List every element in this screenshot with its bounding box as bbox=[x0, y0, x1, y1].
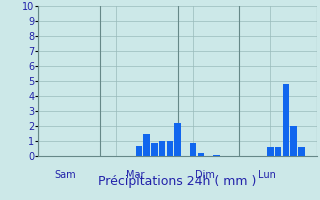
Bar bbox=[267, 147, 274, 156]
Bar bbox=[136, 146, 142, 156]
Bar bbox=[283, 84, 289, 156]
Bar bbox=[151, 142, 158, 156]
Bar bbox=[159, 141, 165, 156]
Bar bbox=[190, 142, 196, 156]
Bar bbox=[197, 153, 204, 156]
Text: Lun: Lun bbox=[258, 170, 276, 180]
Text: Sam: Sam bbox=[55, 170, 76, 180]
Bar bbox=[290, 126, 297, 156]
Text: Mar: Mar bbox=[126, 170, 144, 180]
Text: Dim: Dim bbox=[195, 170, 215, 180]
Bar bbox=[174, 123, 181, 156]
Bar bbox=[298, 147, 305, 156]
Bar bbox=[167, 141, 173, 156]
Bar bbox=[143, 134, 150, 156]
Bar bbox=[213, 154, 220, 156]
Text: Précipitations 24h ( mm ): Précipitations 24h ( mm ) bbox=[99, 176, 257, 188]
Bar bbox=[275, 147, 281, 156]
